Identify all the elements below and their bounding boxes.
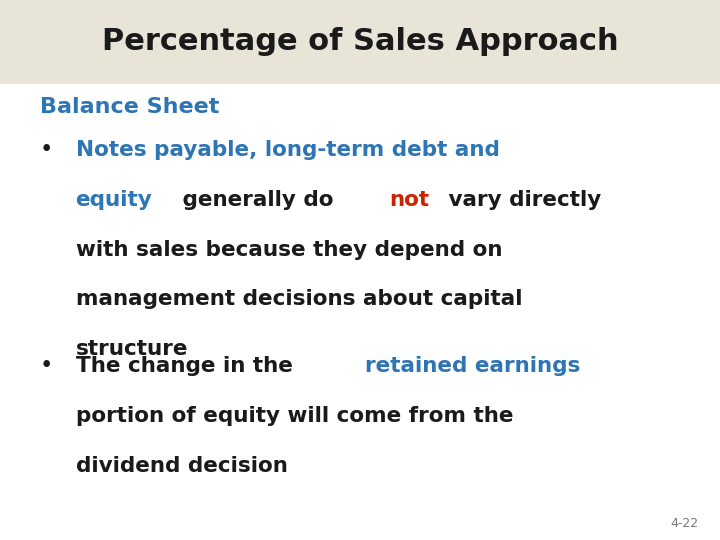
Text: •: • [40, 138, 53, 161]
Text: dividend decision: dividend decision [76, 456, 287, 476]
FancyBboxPatch shape [0, 0, 720, 84]
Text: management decisions about capital: management decisions about capital [76, 289, 522, 309]
Text: Balance Sheet: Balance Sheet [40, 97, 219, 117]
Text: generally do: generally do [175, 190, 341, 210]
Text: with sales because they depend on: with sales because they depend on [76, 240, 502, 260]
Text: portion of equity will come from the: portion of equity will come from the [76, 406, 513, 426]
Text: The change in the: The change in the [76, 356, 300, 376]
Text: •: • [40, 354, 53, 377]
Text: retained earnings: retained earnings [365, 356, 580, 376]
Text: 4-22: 4-22 [670, 517, 698, 530]
Text: Notes payable, long-term debt and: Notes payable, long-term debt and [76, 140, 500, 160]
Text: Percentage of Sales Approach: Percentage of Sales Approach [102, 28, 618, 56]
Text: vary directly: vary directly [441, 190, 601, 210]
Text: structure: structure [76, 339, 188, 359]
Text: equity: equity [76, 190, 153, 210]
Text: not: not [389, 190, 429, 210]
